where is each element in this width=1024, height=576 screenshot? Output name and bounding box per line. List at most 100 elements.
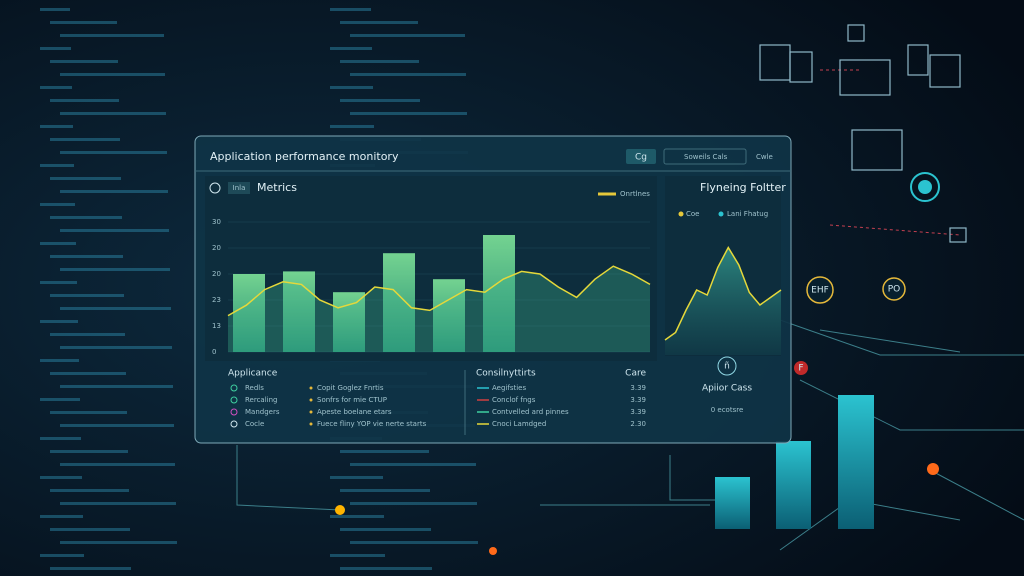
metrics-chart: 0 13 23 20 20 30 [212,218,651,356]
flow-footer-sub: 0 ecotsre [711,406,744,414]
table-header: Care [625,369,646,379]
node-label: EHF [811,286,829,296]
code-line [60,112,166,115]
flow-line [664,245,782,341]
row-label: Conclof fngs [492,396,536,404]
y-tick-label: 13 [212,322,221,330]
code-line [50,60,118,63]
row-value: 3.39 [630,396,646,404]
code-line [40,437,81,440]
button-label[interactable]: Soweils Cals [684,153,728,161]
code-line [60,463,175,466]
code-line [60,424,174,427]
code-line [330,125,374,128]
code-line [50,450,128,453]
legend-swatch [718,211,724,217]
bar [283,271,315,352]
glow-dot [489,547,497,555]
code-line [40,203,75,206]
bar [483,235,515,352]
code-line [60,73,165,76]
row-value: 3.39 [630,384,646,392]
y-tick-label: 20 [212,244,221,252]
tag [228,182,250,194]
row-label: Mandgers [245,408,280,416]
button[interactable] [663,148,747,165]
code-line [50,99,119,102]
code-line [340,489,430,492]
code-line [60,502,176,505]
code-line [40,164,74,167]
tag-label: Inla [233,184,246,192]
node: PO [882,277,906,301]
node-ring [910,172,940,202]
deco-bar [715,477,750,529]
icon-label: ñ [724,362,730,372]
code-line [340,99,420,102]
code-line [50,255,123,258]
row-icon [230,420,238,428]
legend-label: Coe [686,210,699,218]
icon [209,182,221,194]
code-line [330,8,371,11]
code-line [40,281,77,284]
button-label[interactable]: Cwle [756,153,773,161]
node-label: PO [888,285,901,295]
bar [333,292,365,352]
code-line [60,307,171,310]
code-line [40,554,84,557]
glow-dot [927,463,939,475]
button[interactable] [626,149,656,164]
code-line [60,190,168,193]
row-label: Cocle [245,420,264,428]
line [227,265,651,317]
code-line [350,112,467,115]
code-line [40,86,72,89]
apps-table: Redls Copit Goglez Fnrtis Rercaling Sonfrs … [230,384,427,428]
code-line [40,242,76,245]
code-line [60,268,170,271]
table-header: Consilnyttirts [476,369,536,379]
code-line [40,359,79,362]
code-line [50,528,130,531]
code-line [50,411,127,414]
card-title: Flyneing Foltter [700,181,786,194]
code-line [50,216,122,219]
code-line [40,8,70,11]
row-label: Redls [245,384,264,392]
code-line [50,489,129,492]
deco-bar [776,441,811,529]
row-label: Contvelled ard pinnes [492,408,569,416]
code-line [50,333,125,336]
row-value: 3.39 [630,408,646,416]
code-line [340,60,419,63]
code-line [60,151,167,154]
code-line [40,320,78,323]
code-line [50,294,124,297]
flow-chart [664,245,782,355]
bar [383,253,415,352]
code-line [60,346,172,349]
y-tick-label: 0 [212,348,216,356]
node-label: F [798,364,803,374]
code-line [340,450,429,453]
row-icon [230,408,238,416]
row-value: 2.30 [630,420,646,428]
code-line [40,398,80,401]
row-text: Apeste boelane etars [317,408,392,416]
line-area [228,266,650,352]
code-line [50,567,131,570]
flow-footer-title: Apiior Cass [702,384,752,394]
metrics-card [205,176,657,361]
button-label[interactable]: Cg [635,153,647,163]
code-line [330,86,373,89]
card-title: Metrics [257,181,297,194]
row-dot [309,410,313,414]
legend-swatch [678,211,684,217]
code-line [50,177,121,180]
code-line [50,21,117,24]
code-line [350,541,478,544]
bar [233,274,265,352]
row-label: Rercaling [245,396,278,404]
